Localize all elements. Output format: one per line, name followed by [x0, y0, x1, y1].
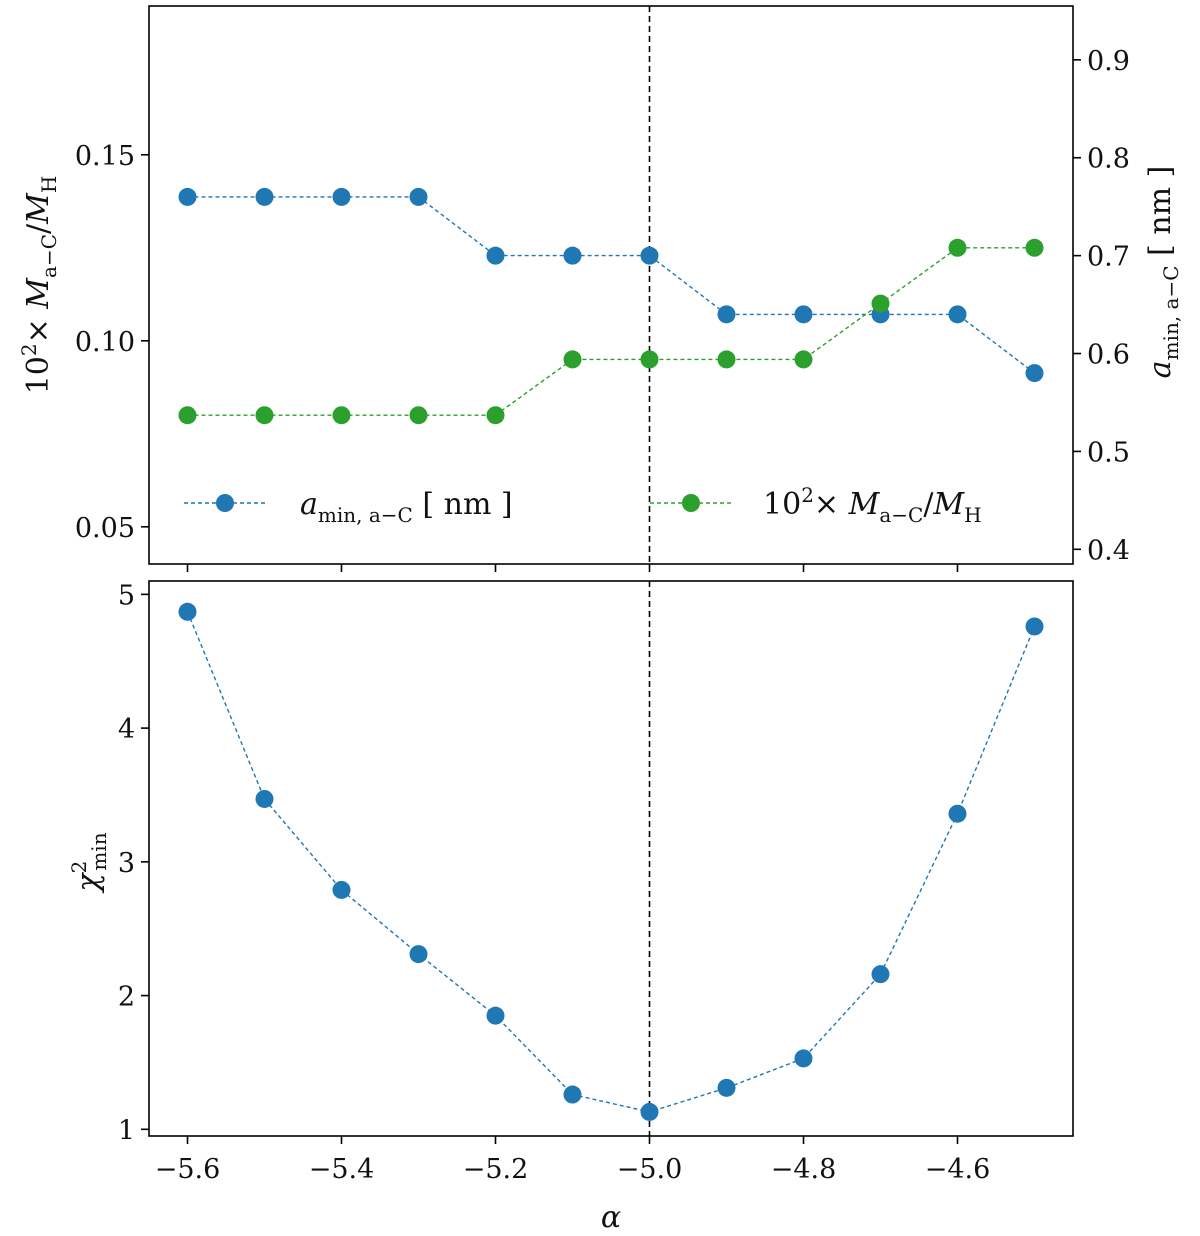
top-series-0-point: [640, 246, 659, 265]
top-series-line-1: [187, 247, 1035, 416]
top-left-axis: 0.05 0.10 0.15: [75, 141, 149, 544]
top-series-line-0: [187, 196, 1035, 374]
top-x-axis-ticks: [186, 564, 959, 572]
bottom-panel-frame: [148, 580, 1074, 1137]
top-series-0-point: [255, 187, 274, 206]
legend: amin, a−C [ nm ] 102× Ma−C/MH: [184, 483, 982, 527]
bottom-panel: 1 2 3 4 5 −5.6 −5.4 −5.2 −5.0 −4.8 −4.6 χ2min α: [67, 580, 1074, 1235]
bottom-series-line: [186, 611, 1036, 1113]
x-axis-label: α: [601, 1200, 621, 1235]
top-right-tick-label: 0.7: [1087, 242, 1130, 273]
bottom-y-tick-label: 5: [118, 580, 135, 611]
legend-entry-mass-ratio: 102× Ma−C/MH: [650, 483, 982, 527]
top-series-0-point: [409, 187, 428, 206]
bottom-series-point: [255, 789, 274, 808]
bottom-series: [178, 602, 1044, 1121]
top-series-0-point: [794, 305, 813, 324]
top-series-0-point: [948, 305, 967, 324]
bottom-series-point: [563, 1085, 582, 1104]
top-series-0-point: [486, 246, 505, 265]
bottom-y-tick-label: 4: [118, 714, 135, 745]
legend-marker-mass-ratio: [682, 494, 700, 512]
bottom-series-point: [178, 602, 197, 621]
bottom-series-point: [409, 945, 428, 964]
top-series-1-point: [332, 406, 351, 425]
top-right-tick-label: 0.6: [1087, 340, 1130, 371]
bottom-series-point: [640, 1102, 659, 1121]
top-series-1-point: [409, 406, 428, 425]
top-left-tick-label: 0.05: [75, 513, 135, 544]
top-series-1-point: [948, 238, 967, 257]
bottom-left-axis: 1 2 3 4 5: [118, 580, 149, 1146]
bottom-series-point: [794, 1049, 813, 1068]
bottom-x-tick-label: −5.6: [155, 1154, 221, 1185]
legend-label-a-min: amin, a−C [ nm ]: [300, 487, 513, 527]
bottom-series-point: [948, 804, 967, 823]
bottom-x-tick-label: −5.0: [617, 1154, 683, 1185]
top-right-axis: 0.4 0.5 0.6 0.7 0.8 0.9: [1073, 46, 1130, 566]
top-right-tick-label: 0.8: [1087, 144, 1130, 175]
bottom-x-tick-label: −4.6: [925, 1154, 991, 1185]
bottom-series-point: [486, 1006, 505, 1025]
bottom-series-point: [1025, 617, 1044, 636]
top-series-1-point: [178, 406, 197, 425]
top-series-1-point: [794, 350, 813, 369]
top-series-0-point: [332, 187, 351, 206]
top-series-1-point: [871, 294, 890, 313]
top-right-tick-label: 0.9: [1087, 46, 1130, 77]
legend-entry-a-min: amin, a−C [ nm ]: [184, 487, 513, 527]
top-series-1-point: [486, 406, 505, 425]
bottom-y-tick-label: 2: [118, 982, 135, 1013]
top-series-0-point: [178, 187, 197, 206]
top-left-axis-label: 102× Ma−C/MH: [17, 176, 61, 395]
top-left-tick-label: 0.10: [75, 327, 135, 358]
top-series-1-point: [1025, 238, 1044, 257]
bottom-y-tick-label: 1: [118, 1115, 135, 1146]
top-right-axis-label: amin, a−C [ nm ]: [1143, 166, 1183, 379]
top-series-0-point: [1025, 364, 1044, 383]
top-panel-frame: [148, 5, 1074, 565]
top-right-tick-label: 0.4: [1087, 535, 1130, 566]
bottom-y-axis-label: χ2min: [67, 832, 111, 893]
legend-marker-a-min: [216, 494, 234, 512]
top-left-tick-label: 0.15: [75, 141, 135, 172]
bottom-x-tick-label: −4.8: [771, 1154, 837, 1185]
top-series-1-point: [717, 350, 736, 369]
bottom-series-point: [871, 965, 890, 984]
legend-label-mass-ratio: 102× Ma−C/MH: [763, 483, 982, 527]
top-series-0-point: [563, 246, 582, 265]
top-series: [178, 187, 1044, 425]
top-series-1-point: [563, 350, 582, 369]
top-series-1-point: [255, 406, 274, 425]
top-panel: 0.05 0.10 0.15 0.4 0.5 0.6 0.7 0.8 0.9 102× Ma−…: [17, 5, 1183, 572]
bottom-x-axis: −5.6 −5.4 −5.2 −5.0 −4.8 −4.6: [155, 1136, 991, 1185]
bottom-series-point: [717, 1078, 736, 1097]
bottom-x-tick-label: −5.4: [309, 1154, 375, 1185]
top-right-tick-label: 0.5: [1087, 437, 1130, 468]
bottom-x-tick-label: −5.2: [463, 1154, 529, 1185]
bottom-y-tick-label: 3: [118, 848, 135, 879]
top-series-0-point: [717, 305, 736, 324]
bottom-series-point: [332, 880, 351, 899]
top-series-1-point: [640, 350, 659, 369]
